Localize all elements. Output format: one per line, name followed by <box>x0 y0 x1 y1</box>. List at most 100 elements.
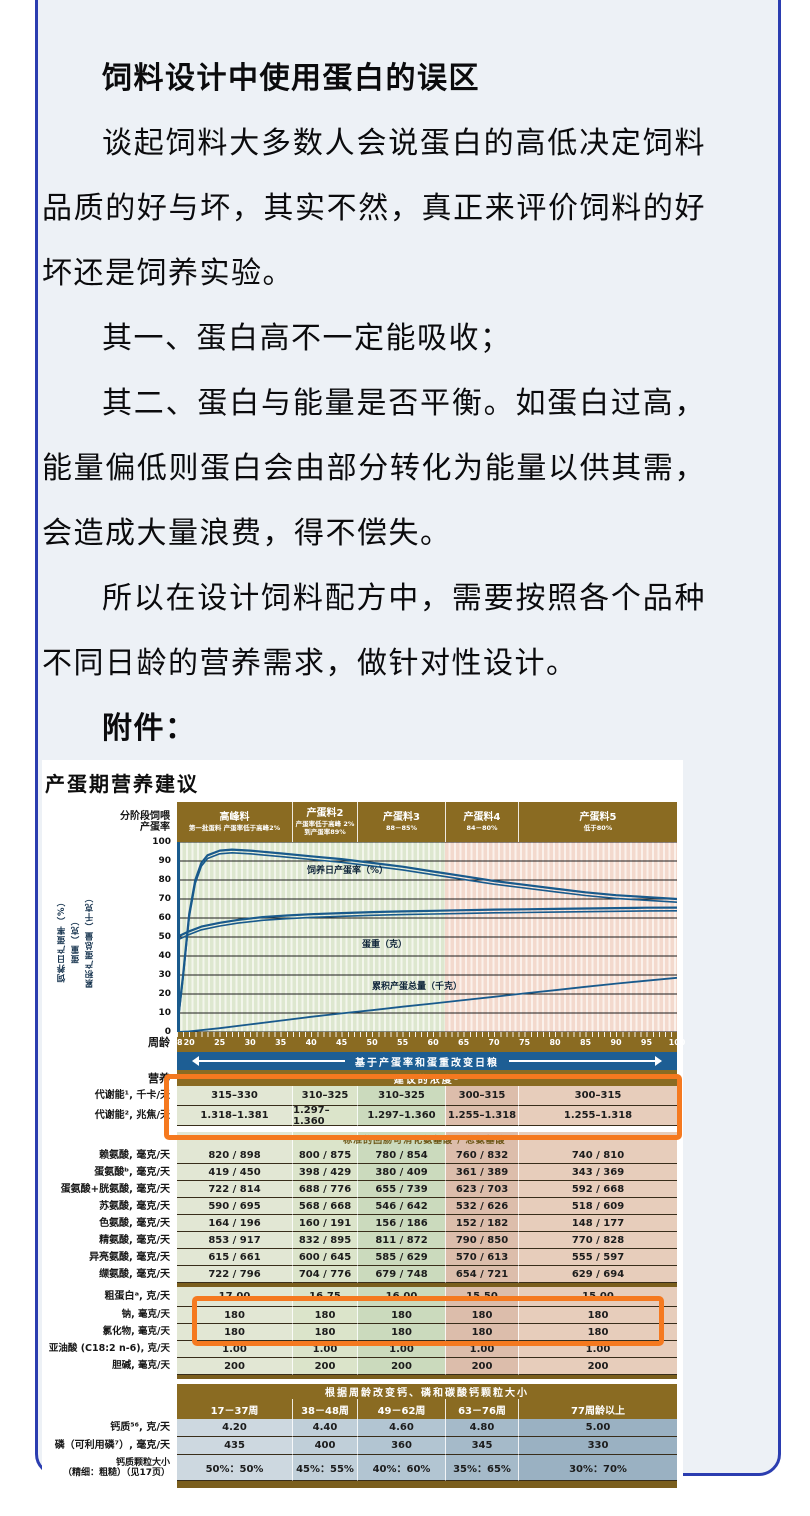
table-cell: 300–315 <box>518 1086 677 1106</box>
table-cell: 50%：50% <box>177 1455 292 1481</box>
week-header-cell: 77周龄以上 <box>518 1399 677 1419</box>
table-cell: 343 / 369 <box>518 1164 677 1181</box>
table-cell: 30%：70% <box>518 1455 677 1481</box>
mineral-row: 钠, 毫克/天 180 180 180 180 180 <box>42 1307 677 1324</box>
arrow-line <box>199 1059 345 1063</box>
figure-title: 产蛋期营养建议 <box>45 772 199 796</box>
diet-change-label: 基于产蛋率和蛋重改变日粮 <box>355 1057 499 1069</box>
table-cell: 1.318–1.381 <box>177 1106 292 1126</box>
x-tick-label: 90 <box>610 1038 622 1047</box>
phase-name: 产蛋料3 <box>383 811 420 823</box>
week-header-cell: 63－76周 <box>445 1399 518 1419</box>
table-cell: 722 / 814 <box>177 1181 292 1198</box>
table-cell: 310–325 <box>292 1086 357 1106</box>
x-tick-label: 35 <box>275 1038 287 1047</box>
article-body: 饲料设计中使用蛋白的误区 谈起饲料大多数人会说蛋白的高低决定饲料品质的好与坏，其… <box>42 46 706 761</box>
week-header-row: 17－37周 38－48周 49－62周 63－76周 77周龄以上 <box>42 1399 677 1419</box>
bar <box>177 1481 677 1488</box>
table-cell: 17.00 <box>177 1287 292 1307</box>
amino-band-row: 标准的回肠可消化氨基酸 / 总氨基酸ᵇ <box>42 1132 677 1147</box>
curve-label: 饲养日产蛋率（%） <box>307 865 389 876</box>
table-cell: 200 <box>445 1358 518 1375</box>
mineral-row: 亚油酸 (C18:2 n-6), 克/天 1.00 1.00 1.00 1.00 1.00 <box>42 1341 677 1358</box>
amino-band-label: 标准的回肠可消化氨基酸 / 总氨基酸ᵇ <box>343 1136 511 1146</box>
divider-bar <box>177 1375 677 1379</box>
week-header-cell: 17－37周 <box>177 1399 292 1419</box>
divider-spacer <box>42 1283 177 1287</box>
amino-row: 缬氨酸, 毫克/天 722 / 796 704 / 776 679 / 748 654 … <box>42 1266 677 1283</box>
x-tick-label: 80 <box>549 1038 561 1047</box>
spacer <box>42 1379 677 1384</box>
corner-line: 分阶段饲喂 <box>120 810 170 822</box>
x-tick-label: 25 <box>214 1038 226 1047</box>
table-cell: 629 / 694 <box>518 1266 677 1283</box>
paragraph-2: 其一、蛋白高不一定能吸收； <box>102 321 512 356</box>
curve-label: 累积产蛋总量（千克） <box>372 981 463 992</box>
protein-row: 粗蛋白ᵃ, 克/天 17.00 16.75 16.00 15.50 15.00 <box>42 1287 677 1307</box>
table-cell: 853 / 917 <box>177 1232 292 1249</box>
table-cell: 16.75 <box>292 1287 357 1307</box>
divider <box>42 1375 677 1379</box>
x-tick-band: 18 20 25 30 35 40 45 50 55 60 65 70 75 80 85 90 95 100 <box>171 1032 685 1052</box>
table-cell: 688 / 776 <box>292 1181 357 1198</box>
curve-label: 蛋重（克） <box>362 940 408 950</box>
table-cell: 380 / 409 <box>357 1164 445 1181</box>
row-label: 胆碱, 毫克/天 <box>42 1358 177 1375</box>
table-cell: 655 / 739 <box>357 1181 445 1198</box>
y-tick-label: 10 <box>158 1008 171 1018</box>
table-cell: 398 / 429 <box>292 1164 357 1181</box>
y-axis-title-line: 蛋重（克） <box>71 916 81 964</box>
bar-spacer <box>42 1481 177 1488</box>
table-cell: 1.297–1.360 <box>292 1105 357 1127</box>
amino-row: 蛋氨酸+胱氨酸, 毫克/天 722 / 814 688 / 776 655 / 739… <box>42 1181 677 1198</box>
table-cell: 40%：60% <box>357 1455 445 1481</box>
diet-change-band: 基于产蛋率和蛋重改变日粮 <box>177 1052 677 1070</box>
table-cell: 722 / 796 <box>177 1266 292 1283</box>
amino-row: 苏氨酸, 毫克/天 590 / 695 568 / 668 546 / 642 532 … <box>42 1198 677 1215</box>
row-label: 氯化物, 毫克/天 <box>42 1324 177 1341</box>
y-tick-label: 90 <box>158 856 171 866</box>
row-label <box>42 1399 177 1419</box>
x-tick-label: 65 <box>458 1038 470 1047</box>
table-cell: 180 <box>177 1307 292 1324</box>
y-tick-label: 60 <box>158 913 171 923</box>
divider-spacer <box>42 1375 177 1379</box>
table-cell: 400 <box>292 1437 357 1455</box>
attachment-label: 附件： <box>102 711 197 746</box>
phase-cell: 产蛋料2 产蛋率低于高峰 2%到产蛋率89% <box>292 802 357 842</box>
x-tick-label: 60 <box>427 1038 439 1047</box>
table-cell: 800 / 875 <box>292 1147 357 1164</box>
x-tick-label: 18 <box>171 1038 183 1047</box>
phase-subtitle: 88－85% <box>385 823 418 832</box>
row-label: 缬氨酸, 毫克/天 <box>42 1266 177 1283</box>
phase-cell: 产蛋料3 88－85% <box>357 802 445 842</box>
x-tick-label: 85 <box>579 1038 592 1047</box>
table-cell: 15.00 <box>518 1287 677 1307</box>
attachment-figure: 产蛋期营养建议 分阶段饲喂 产蛋率 高峰料 第一批蛋料 产蛋率低于高峰2% 产蛋料2 产蛋… <box>42 760 685 1488</box>
table-cell: 623 / 703 <box>445 1181 518 1198</box>
table-cell: 1.297–1.360 <box>357 1106 445 1126</box>
table-cell: 148 / 177 <box>518 1215 677 1232</box>
mineral-row: 胆碱, 毫克/天 200 200 200 200 200 <box>42 1358 677 1375</box>
amino-row: 色氨酸, 毫克/天 164 / 196 160 / 191 156 / 186 152 … <box>42 1215 677 1232</box>
amino-row: 异亮氨酸, 毫克/天 615 / 661 600 / 645 585 / 629 570… <box>42 1249 677 1266</box>
table-cell: 532 / 626 <box>445 1198 518 1215</box>
row-label: 代谢能², 兆焦/天 <box>42 1106 177 1126</box>
y-tick-label: 80 <box>158 875 171 885</box>
row-label <box>42 1132 177 1147</box>
table-cell: 740 / 810 <box>518 1147 677 1164</box>
row-label: 苏氨酸, 毫克/天 <box>42 1198 177 1215</box>
week-header-cell: 49－62周 <box>357 1399 445 1419</box>
table-cell: 679 / 748 <box>357 1266 445 1283</box>
table-cell: 180 <box>292 1324 357 1341</box>
row-label: 异亮氨酸, 毫克/天 <box>42 1249 177 1266</box>
table-cell: 1.00 <box>357 1341 445 1358</box>
recommended-band-row: 营养 建议的浓度¹ <box>42 1070 677 1086</box>
table-cell: 310–325 <box>357 1086 445 1106</box>
x-tick-label: 30 <box>244 1038 256 1047</box>
table-cell: 832 / 895 <box>292 1232 357 1249</box>
row-label: 精氨酸, 毫克/天 <box>42 1232 177 1249</box>
table-cell: 180 <box>357 1307 445 1324</box>
y-axis-title-line: 饲养日产蛋率（%） <box>57 897 67 983</box>
table-cell: 4.60 <box>357 1419 445 1437</box>
